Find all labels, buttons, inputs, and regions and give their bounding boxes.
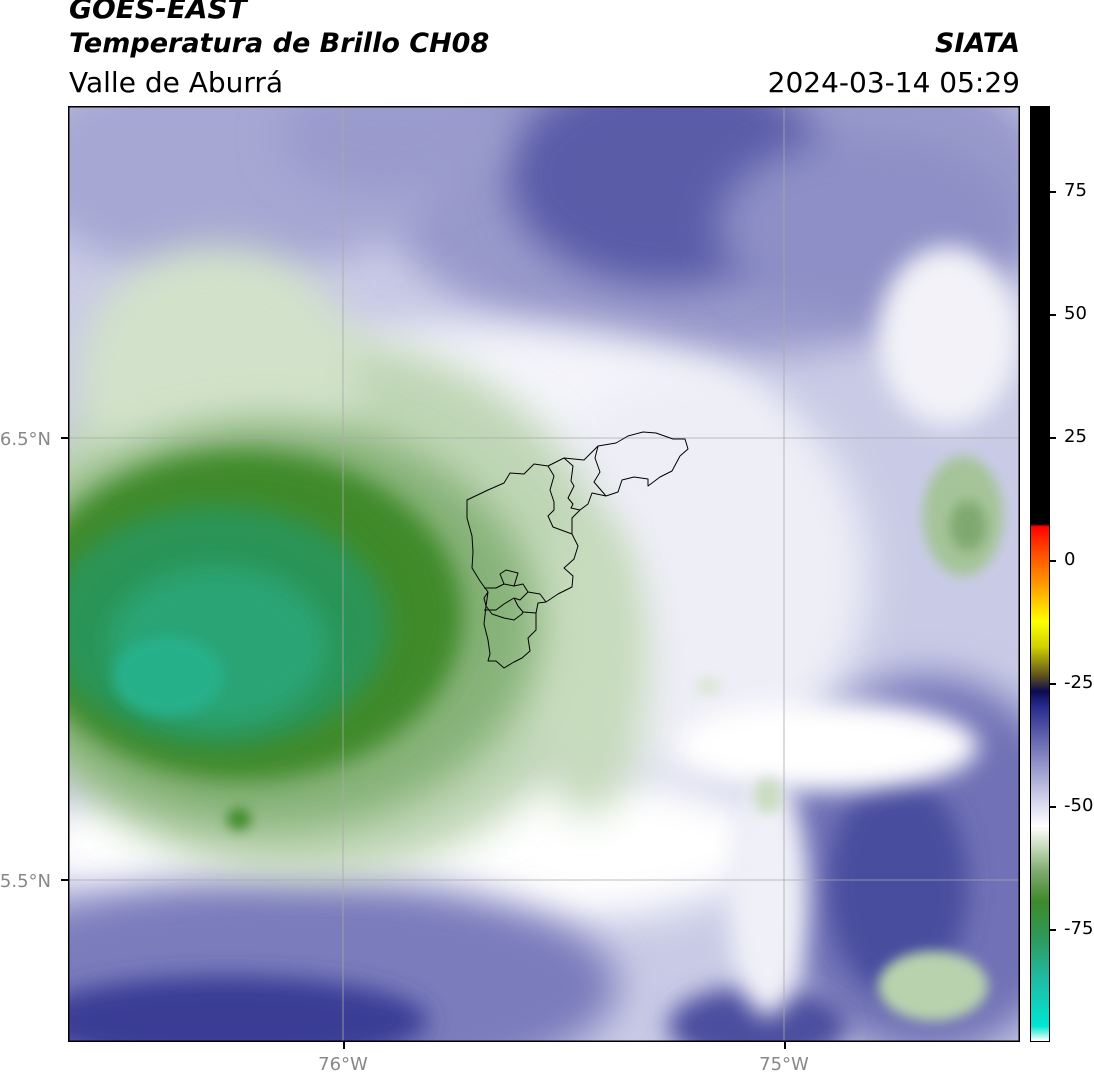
colorbar-tick (1050, 806, 1056, 808)
colorbar-tick (1050, 929, 1056, 931)
colorbar-tick-label: -75 (1064, 918, 1094, 939)
colorbar-tick-label: 0 (1064, 549, 1076, 570)
graticule (68, 106, 1020, 1042)
product-title: Temperatura de Brillo CH08 (69, 28, 490, 59)
colorbar-tick-label: 50 (1064, 303, 1087, 324)
colorbar-tick (1050, 683, 1056, 685)
colorbar-tick-label: -25 (1064, 672, 1094, 693)
latitude-label: 6.5°N (0, 429, 51, 450)
datetime-label: 2024-03-14 05:29 (767, 66, 1020, 99)
region-label: Valle de Aburrá (69, 66, 284, 99)
temperature-field (68, 106, 1020, 1042)
colorbar-tick (1050, 191, 1056, 193)
colorbar (1030, 106, 1050, 1042)
longitude-label: 76°W (318, 1054, 368, 1075)
organization-label: SIATA (934, 28, 1020, 59)
municipal-boundaries (466, 431, 689, 669)
colorbar-tick (1050, 437, 1056, 439)
longitude-label: 75°W (759, 1054, 809, 1075)
longitude-tick (343, 1042, 345, 1049)
longitude-tick (784, 1042, 786, 1049)
colorbar-tick-label: 75 (1064, 180, 1087, 201)
map-canvas (68, 106, 1020, 1042)
colorbar-tick-label: 25 (1064, 426, 1087, 447)
latitude-tick (61, 437, 68, 439)
satellite-title: GOES-EAST (69, 0, 247, 25)
latitude-tick (61, 879, 68, 881)
colorbar-tick-label: -50 (1064, 795, 1094, 816)
map-frame (68, 106, 1020, 1042)
brightness-temperature-map[interactable] (68, 106, 1020, 1042)
colorbar-tick (1050, 560, 1056, 562)
colorbar-tick (1050, 314, 1056, 316)
latitude-label: 5.5°N (0, 871, 51, 892)
